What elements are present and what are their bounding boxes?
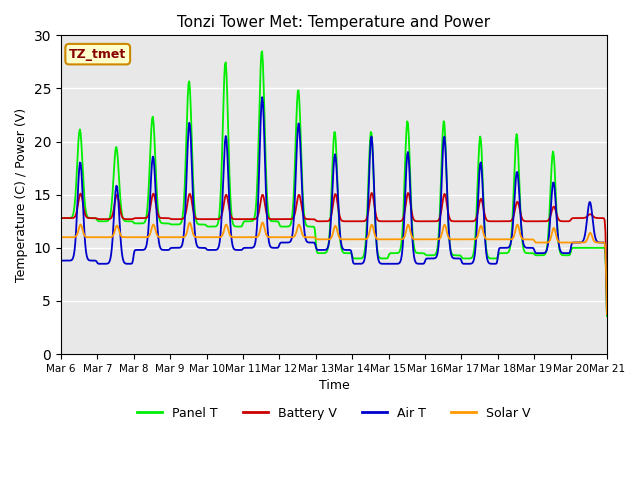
Solar V bbox=[401, 233, 409, 239]
Battery V bbox=[57, 215, 65, 221]
Air T bbox=[259, 94, 266, 100]
Panel T bbox=[57, 215, 65, 221]
Solar V bbox=[123, 234, 131, 240]
Solar V bbox=[186, 220, 194, 226]
Solar V bbox=[67, 234, 75, 240]
Text: TZ_tmet: TZ_tmet bbox=[69, 48, 126, 60]
Battery V bbox=[67, 215, 75, 221]
Panel T bbox=[179, 215, 186, 221]
Solar V bbox=[417, 237, 425, 242]
Solar V bbox=[57, 234, 65, 240]
Y-axis label: Temperature (C) / Power (V): Temperature (C) / Power (V) bbox=[15, 108, 28, 282]
Air T bbox=[123, 261, 131, 266]
Air T bbox=[417, 261, 425, 267]
Solar V bbox=[208, 234, 216, 240]
Battery V bbox=[417, 218, 425, 224]
Air T bbox=[603, 311, 611, 317]
Panel T bbox=[401, 166, 409, 172]
Battery V bbox=[401, 212, 408, 217]
Title: Tonzi Tower Met: Temperature and Power: Tonzi Tower Met: Temperature and Power bbox=[177, 15, 490, 30]
Panel T bbox=[123, 218, 131, 224]
Battery V bbox=[603, 292, 611, 298]
Panel T bbox=[259, 48, 266, 54]
X-axis label: Time: Time bbox=[319, 379, 349, 392]
Solar V bbox=[603, 311, 611, 317]
Panel T bbox=[603, 313, 611, 319]
Air T bbox=[207, 247, 215, 253]
Battery V bbox=[123, 216, 131, 222]
Air T bbox=[179, 241, 186, 247]
Panel T bbox=[417, 250, 425, 256]
Solar V bbox=[179, 234, 186, 240]
Line: Panel T: Panel T bbox=[61, 51, 607, 316]
Panel T bbox=[207, 224, 215, 229]
Panel T bbox=[67, 215, 75, 221]
Air T bbox=[57, 258, 65, 264]
Air T bbox=[401, 199, 409, 204]
Line: Solar V: Solar V bbox=[61, 223, 607, 314]
Battery V bbox=[179, 216, 186, 222]
Battery V bbox=[404, 190, 412, 196]
Line: Battery V: Battery V bbox=[61, 193, 607, 295]
Battery V bbox=[207, 216, 215, 222]
Air T bbox=[67, 258, 75, 264]
Legend: Panel T, Battery V, Air T, Solar V: Panel T, Battery V, Air T, Solar V bbox=[132, 402, 535, 425]
Line: Air T: Air T bbox=[61, 97, 607, 314]
